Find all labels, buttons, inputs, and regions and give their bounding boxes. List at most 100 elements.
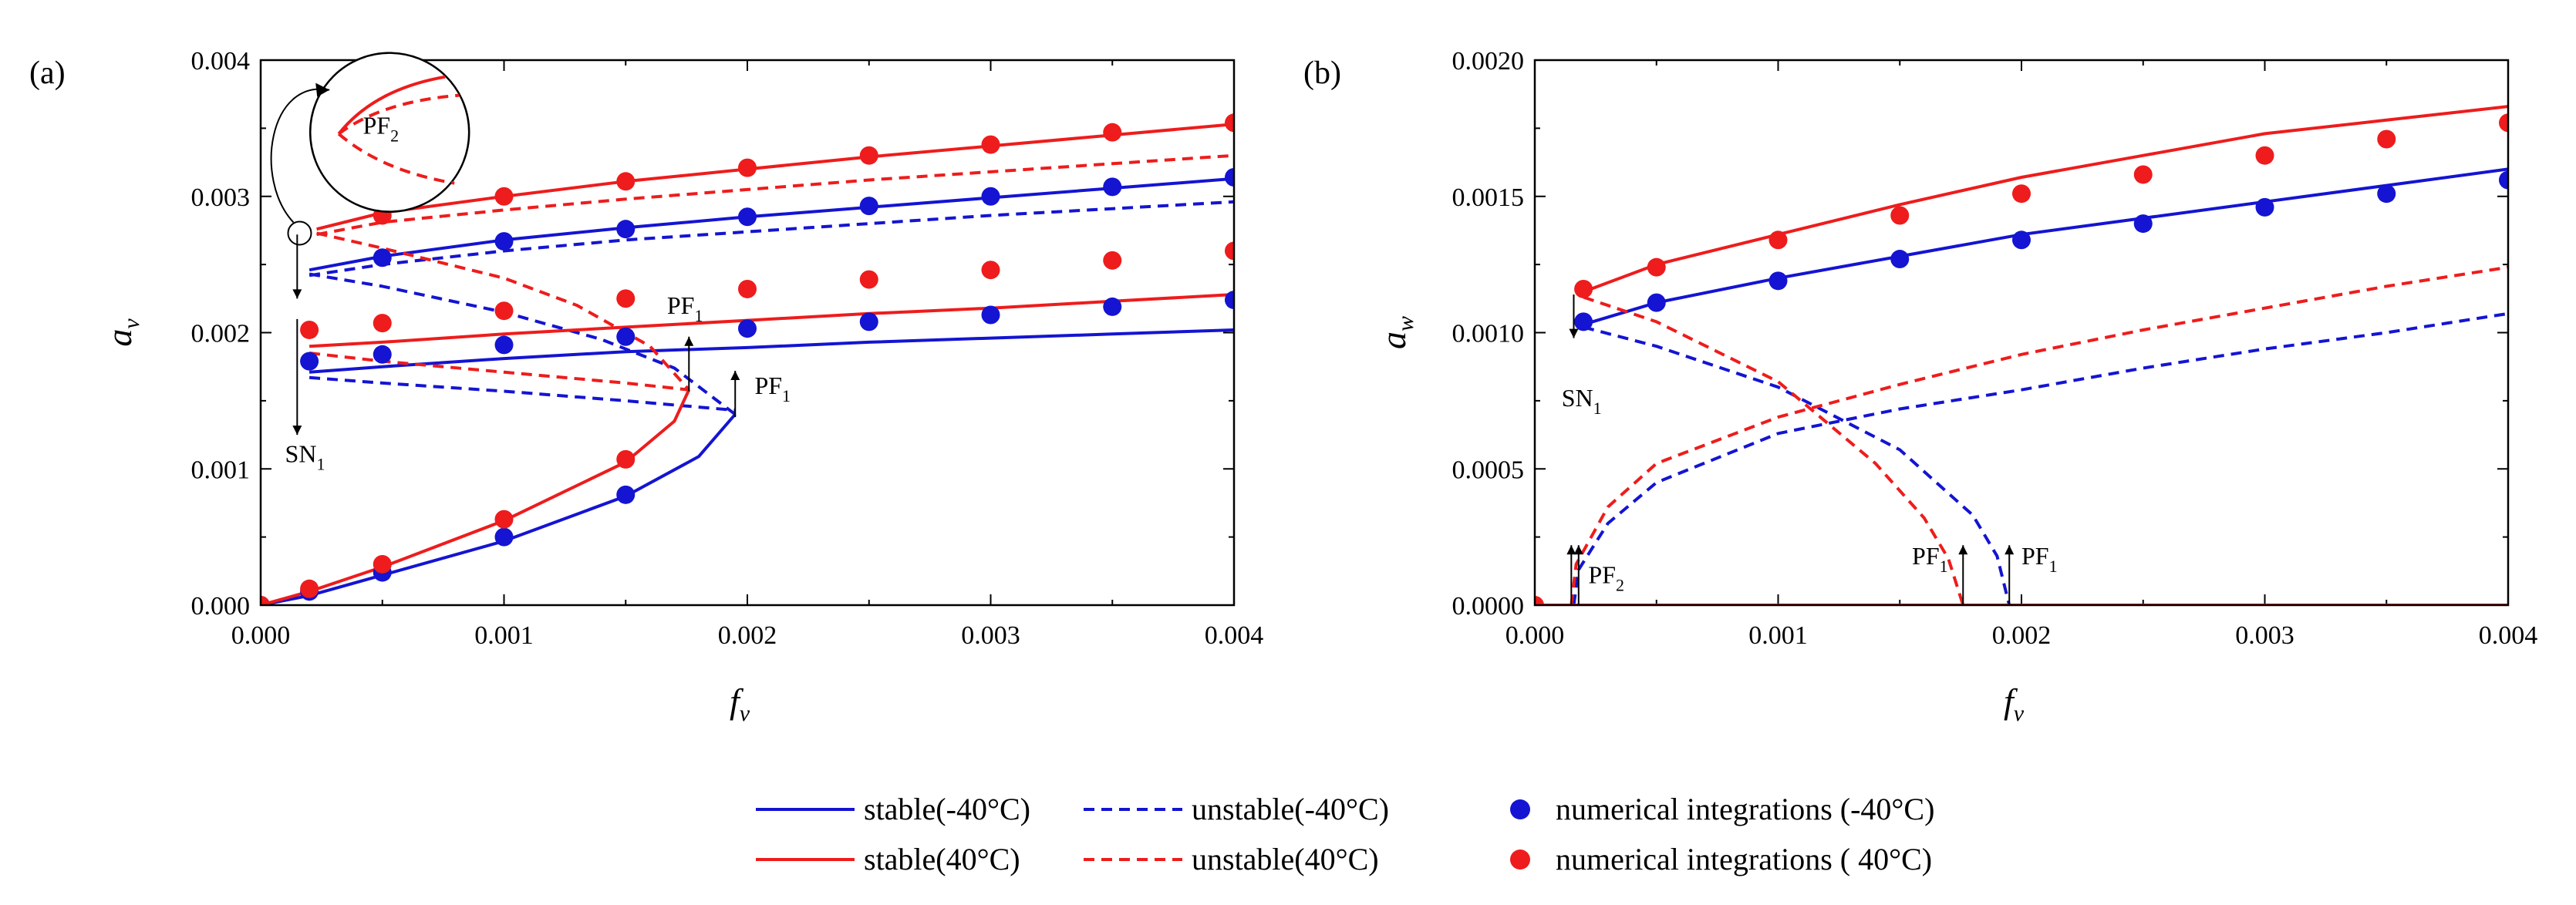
data-point-hot	[373, 554, 392, 574]
x-tick-label: 0.001	[474, 621, 534, 650]
panel-label: (b)	[1303, 56, 1341, 91]
data-point-cold	[494, 335, 514, 355]
data-point-hot	[859, 146, 878, 165]
series-line-hot-dashed	[316, 153, 1234, 237]
pf1-arrow-up-cold-head	[730, 370, 740, 380]
data-point-hot	[1225, 241, 1234, 261]
inset-stable-branch	[337, 75, 446, 135]
data-point-cold	[616, 327, 636, 346]
legend-marker	[1510, 799, 1530, 819]
annotation-pf1-main: PF	[667, 291, 695, 319]
data-point-cold	[494, 232, 514, 251]
data-point-hot	[2499, 113, 2508, 133]
data-point-hot	[738, 279, 757, 298]
y-tick-label: 0.002	[191, 320, 251, 348]
legend-label: stable(-40°C)	[864, 792, 1030, 826]
annotation-sn1-sub: 1	[1593, 399, 1602, 418]
data-point-hot	[1768, 230, 1788, 250]
inset-unstable-lower	[337, 133, 455, 185]
x-axis-label-sub: v	[2014, 701, 2025, 726]
data-point-hot	[981, 135, 1000, 154]
series-line-hot-solid	[1583, 105, 2508, 294]
series-line-cold-dashed	[309, 375, 736, 412]
annotation-pf2: PF2	[1588, 561, 1624, 595]
data-point-hot	[300, 320, 319, 339]
panel-b: 0.000 0.001 0.002 0.003 0.004 0.0000 0.0005 0.0…	[1303, 47, 2537, 726]
data-point-hot	[300, 579, 319, 598]
data-point-hot	[1103, 123, 1122, 142]
annotation-sn1: SN1	[1562, 384, 1602, 418]
annotation-sn1: SN1	[285, 439, 325, 473]
series-line-cold-dashed	[1572, 311, 2508, 605]
series-line-hot-dashed	[1583, 295, 1965, 605]
sn1-arrow-down-head	[292, 426, 302, 436]
data-point-hot	[373, 314, 392, 333]
legend-label: numerical integrations ( 40°C)	[1556, 842, 1932, 876]
data-point-cold	[2133, 214, 2153, 234]
data-point-hot	[2133, 165, 2153, 184]
data-point-cold	[616, 485, 636, 504]
data-point-cold	[859, 312, 878, 331]
plot-frame	[259, 59, 1236, 607]
data-point-hot	[2012, 184, 2031, 204]
annotation-pf1-sub: 1	[1940, 557, 1948, 576]
inset-unstable-upper	[338, 93, 460, 136]
panel-label: (a)	[29, 56, 66, 91]
pf2-arrow-down-head	[292, 289, 302, 299]
series-line-cold-dashed	[309, 200, 1234, 278]
zoom-inset-circle	[309, 52, 470, 213]
annotation-pf1-sub: 1	[2049, 557, 2058, 576]
data-point-hot	[2255, 146, 2274, 165]
data-point-cold	[2255, 197, 2274, 217]
data-point-cold	[1103, 177, 1122, 197]
legend-label: stable(40°C)	[864, 842, 1020, 876]
data-point-hot	[981, 261, 1000, 280]
data-point-hot	[1103, 251, 1122, 270]
data-point-cold	[1768, 271, 1788, 291]
data-point-cold	[1574, 312, 1593, 331]
x-axis-label-sub: v	[740, 701, 750, 726]
data-point-cold	[494, 527, 514, 547]
data-point-hot	[738, 158, 757, 177]
annotation-pf1: PF1	[1912, 542, 1948, 576]
data-point-hot	[1890, 206, 1910, 225]
data-point-cold	[2499, 170, 2508, 190]
annotation-pf2: PF2	[363, 111, 400, 145]
data-point-hot	[261, 596, 270, 605]
annotation-pf1: PF1	[754, 372, 791, 405]
y-axis-label-main: a	[1374, 331, 1413, 349]
data-point-hot	[1535, 596, 1544, 605]
annotation-sn1-main: SN	[285, 439, 317, 467]
annotation-pf2-sub: 2	[1616, 576, 1624, 595]
x-tick-label: 0.000	[231, 621, 291, 650]
data-point-cold	[1647, 293, 1666, 312]
x-tick-label: 0.001	[1748, 621, 1808, 650]
x-tick-label: 0.004	[1205, 621, 1264, 650]
annotation-arrows	[270, 52, 740, 436]
data-point-cold	[373, 248, 392, 267]
data-point-cold	[373, 345, 392, 364]
data-point-cold	[300, 352, 319, 371]
x-tick-label: 0.003	[2235, 621, 2294, 650]
annotation-pf2-main: PF	[1588, 561, 1616, 589]
legend-label: unstable(40°C)	[1192, 842, 1379, 876]
y-axis-label: av	[99, 318, 144, 347]
annotation-sn1-main: SN	[1562, 384, 1593, 412]
x-tick-label: 0.000	[1505, 621, 1565, 650]
series-line-cold-solid	[309, 177, 1234, 272]
data-point-cold	[981, 187, 1000, 206]
plot-area	[1535, 105, 2508, 605]
annotation-pf2-main: PF	[363, 111, 391, 139]
data-point-cold	[859, 197, 878, 216]
series-line-hot-solid	[309, 293, 1234, 348]
plot-area	[261, 113, 1234, 605]
pf1-arrow-up-cold-head	[2004, 545, 2015, 555]
annotation-pf1-main: PF	[754, 372, 782, 399]
zoom-connector-head	[315, 82, 330, 97]
x-tick-label: 0.002	[718, 621, 777, 650]
y-tick-label: 0.0010	[1452, 320, 1525, 348]
pf1-arrow-up-hot-head	[684, 336, 694, 346]
x-tick-label: 0.004	[2479, 621, 2538, 650]
x-axis-label: fv	[730, 681, 750, 726]
